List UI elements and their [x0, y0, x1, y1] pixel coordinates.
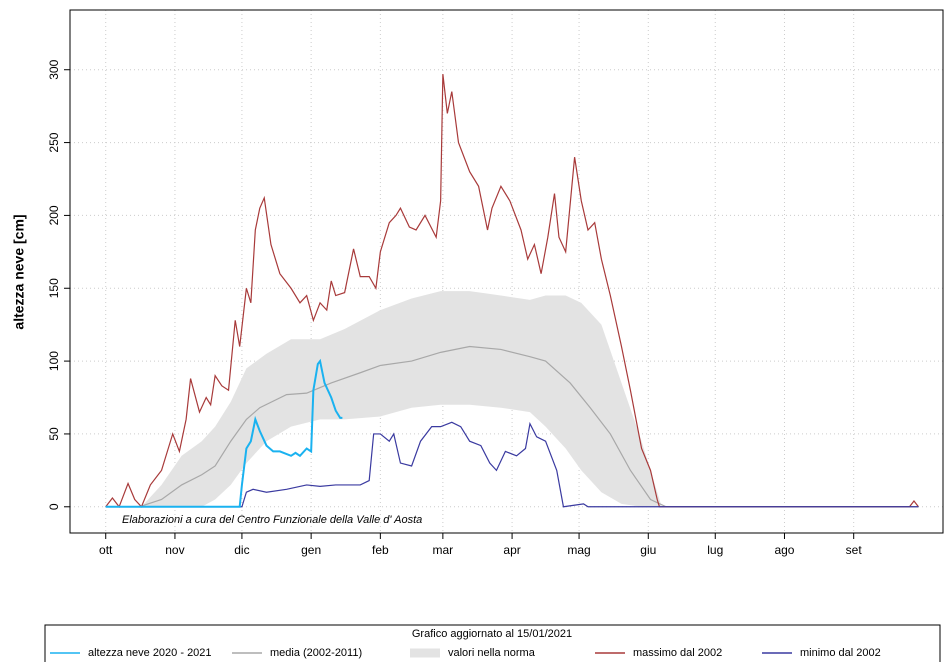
y-tick-label: 250 — [47, 132, 61, 152]
line — [105, 421, 919, 508]
x-tick-label: gen — [301, 543, 321, 557]
x-tick-label: mar — [433, 543, 454, 557]
x-tick-label: feb — [372, 543, 389, 557]
y-tick-label: 100 — [47, 351, 61, 371]
x-tick-label: apr — [503, 543, 520, 557]
y-tick-label: 300 — [47, 59, 61, 79]
legend-label: minimo dal 2002 — [800, 647, 881, 659]
legend-title: Grafico aggiornato al 15/01/2021 — [412, 628, 572, 640]
legend-label: media (2002-2011) — [270, 647, 362, 659]
y-tick-label: 200 — [47, 205, 61, 225]
y-axis-label: altezza neve [cm] — [11, 214, 27, 329]
band — [141, 291, 662, 507]
x-tick-label: ago — [774, 543, 794, 557]
line — [139, 345, 919, 508]
legend-label: altezza neve 2020 - 2021 — [88, 647, 212, 659]
y-tick-label: 150 — [47, 278, 61, 298]
x-tick-label: set — [846, 543, 863, 557]
legend-label: massimo dal 2002 — [633, 647, 722, 659]
x-tick-label: mag — [567, 543, 590, 557]
y-tick-label: 0 — [47, 503, 61, 510]
y-tick-label: 50 — [47, 427, 61, 441]
legend-label: valori nella norma — [448, 647, 536, 659]
x-tick-label: ott — [99, 543, 113, 557]
x-tick-label: dic — [234, 543, 249, 557]
x-tick-label: nov — [165, 543, 184, 557]
plot-frame — [69, 9, 944, 534]
x-tick-label: giu — [640, 543, 656, 557]
x-tick-label: lug — [707, 543, 723, 557]
line — [105, 358, 343, 508]
line — [105, 74, 919, 508]
annotation: Elaborazioni a cura del Centro Funzional… — [122, 514, 422, 526]
